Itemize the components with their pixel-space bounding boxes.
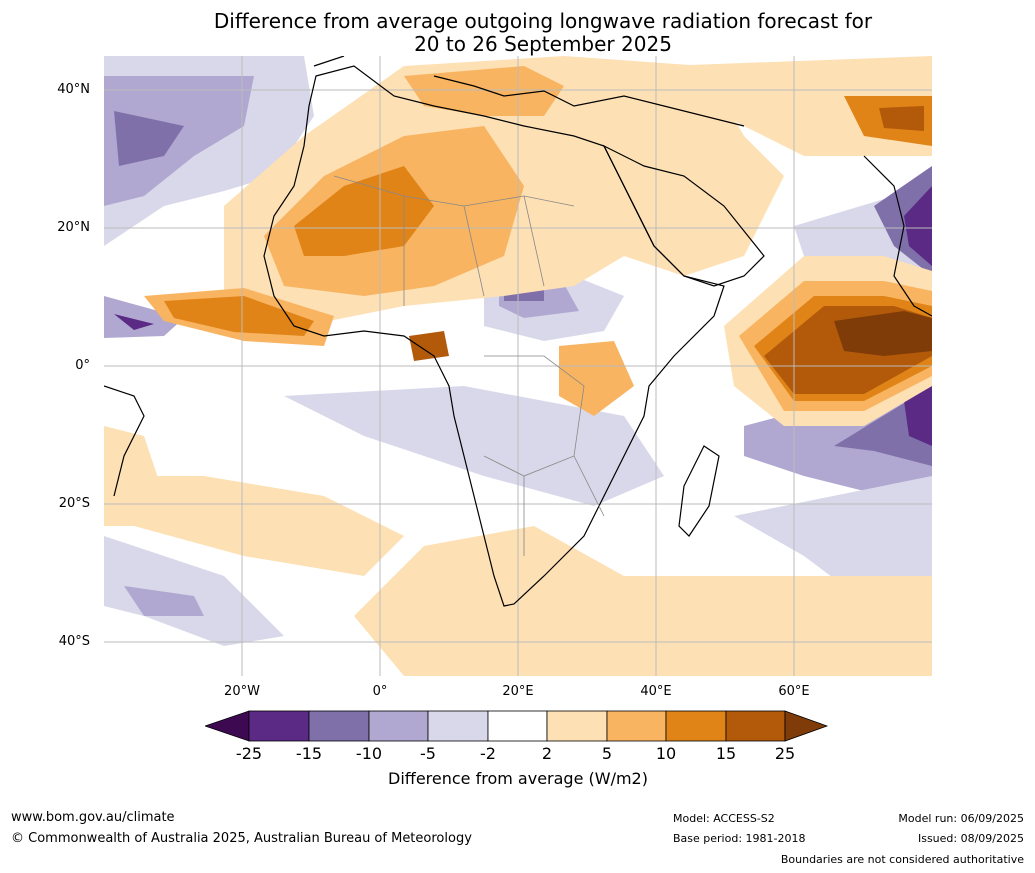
south-atlantic-neg-region (284, 386, 664, 506)
map-svg (104, 56, 932, 676)
colorbar-tick-neg2: -2 (480, 744, 496, 763)
lat-label-20s: 20°S (58, 496, 90, 511)
border-2 (403, 195, 545, 306)
colorbar-tick-neg10: -10 (355, 744, 383, 763)
lat-label-40s: 40°S (58, 634, 90, 649)
indian-ocean-pos25-region (834, 311, 932, 356)
caspian-pos15-region (879, 106, 924, 131)
footer-copyright: © Commonwealth of Australia 2025, Austra… (11, 831, 472, 846)
east-africa-pos5-region (559, 341, 634, 416)
footer-website-link[interactable]: www.bom.gov.au/climate (11, 810, 175, 825)
colorbar-tick-neg25: -25 (235, 744, 263, 763)
south-atlantic-sw-neg-region (104, 536, 284, 646)
chart-title: Difference from average outgoing longwav… (0, 10, 1035, 56)
colorbar-min-arrow (203, 710, 250, 742)
atlantic-north-neg5-region (104, 76, 254, 206)
colorbar-bin-10-15 (665, 710, 727, 742)
border-3 (483, 355, 585, 477)
lat-label-20n: 20°N (57, 220, 90, 235)
madagascar-coastline (678, 445, 720, 537)
colorbar-label: Difference from average (W/m2) (388, 769, 648, 788)
colorbar-bin-neg2-2 (487, 710, 548, 742)
lon-label-0: 0° (372, 684, 388, 699)
colorbar-tick-2: 2 (541, 744, 553, 763)
footer-disclaimer: Boundaries are not considered authoritat… (780, 853, 1024, 866)
west-africa-coast-neg15-region (114, 314, 154, 330)
atlantic-north-neg10-region (114, 111, 184, 166)
sahara-pos10-region (294, 166, 434, 256)
europe-coastline (313, 56, 745, 127)
southern-atlantic-pos2-region (354, 526, 932, 676)
title-line-2: 20 to 26 September 2025 (414, 32, 672, 56)
africa-coastline (263, 65, 725, 607)
colorbar-bin-neg10-neg5 (368, 710, 429, 742)
coastlines (104, 56, 932, 607)
southwest-atlantic-pos2-region (104, 476, 404, 576)
graticule (104, 56, 932, 676)
india-coastline (863, 155, 932, 317)
colorbar-tick-5: 5 (601, 744, 613, 763)
colorbar-bin-2-5 (546, 710, 608, 742)
colorbar-svg (203, 710, 829, 742)
colorbar-tick-15: 15 (715, 744, 737, 763)
colorbar-tick-neg15: -15 (295, 744, 323, 763)
west-africa-coast-neg-region (104, 296, 184, 338)
lon-label-40e: 40°E (640, 684, 672, 699)
lon-label-20w: 20°W (224, 684, 260, 699)
colorbar-tick-neg5: -5 (420, 744, 436, 763)
anomaly-map (104, 56, 932, 676)
footer-model-run: Model run: 06/09/2025 (898, 812, 1024, 825)
gulf-of-guinea-pos10-region (164, 296, 314, 336)
positive-anomaly-regions (104, 56, 932, 676)
colorbar-bin-15-25 (725, 710, 786, 742)
colorbar-max-arrow (784, 710, 829, 742)
south-atlantic-sw-neg5-region (124, 586, 204, 616)
colorbar-tick-10: 10 (655, 744, 677, 763)
lat-label-40n: 40°N (57, 82, 90, 97)
border-4 (523, 455, 605, 556)
title-line-1: Difference from average outgoing longwav… (213, 9, 873, 33)
lon-label-60e: 60°E (778, 684, 810, 699)
lon-label-20e: 20°E (502, 684, 534, 699)
footer-base-period: Base period: 1981-2018 (673, 832, 806, 845)
country-borders (333, 175, 605, 556)
arabia-coastline (602, 144, 765, 287)
colorbar-tick-25: 25 (774, 744, 796, 763)
colorbar-bin-neg15-neg10 (308, 710, 370, 742)
indian-ocean-east-neg15-region (904, 386, 932, 446)
colorbar-bin-5-10 (606, 710, 667, 742)
footer-model: Model: ACCESS-S2 (673, 812, 775, 825)
brazil-coastline (104, 385, 145, 497)
colorbar (203, 710, 830, 748)
cameroon-pos15-region (409, 331, 449, 361)
bay-of-bengal-neg25-region (904, 186, 932, 266)
footer-issued: Issued: 08/09/2025 (917, 832, 1024, 845)
colorbar-bin-neg5-neg2 (427, 710, 489, 742)
lat-label-0: 0° (75, 358, 90, 373)
colorbar-bin-neg25-neg15 (248, 710, 310, 742)
